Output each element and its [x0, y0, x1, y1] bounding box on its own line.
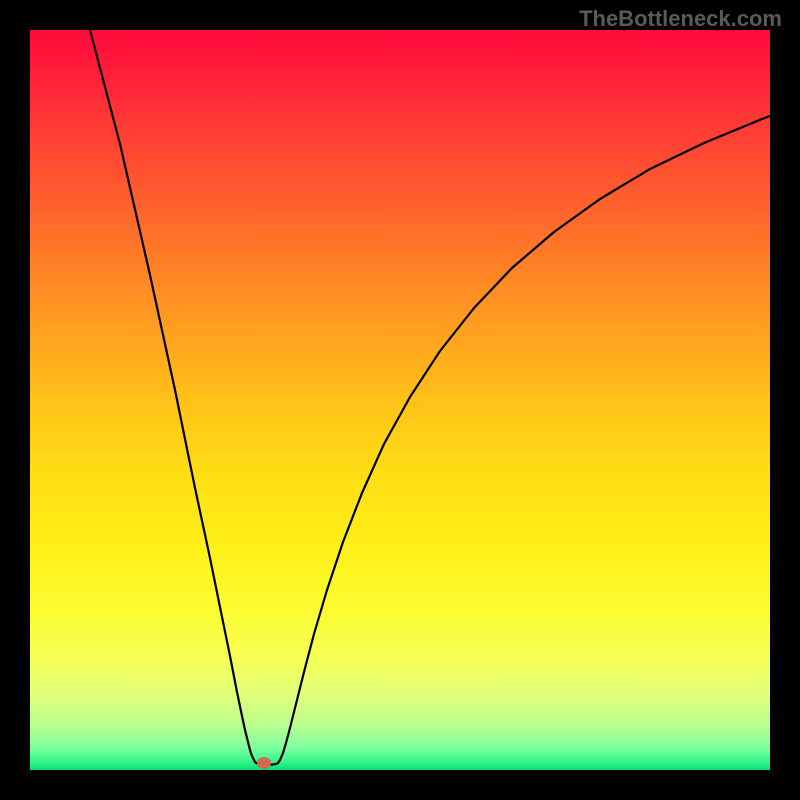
plot-frame — [2, 2, 798, 798]
chart-container: TheBottleneck.com — [0, 0, 800, 800]
watermark-text: TheBottleneck.com — [579, 6, 782, 32]
